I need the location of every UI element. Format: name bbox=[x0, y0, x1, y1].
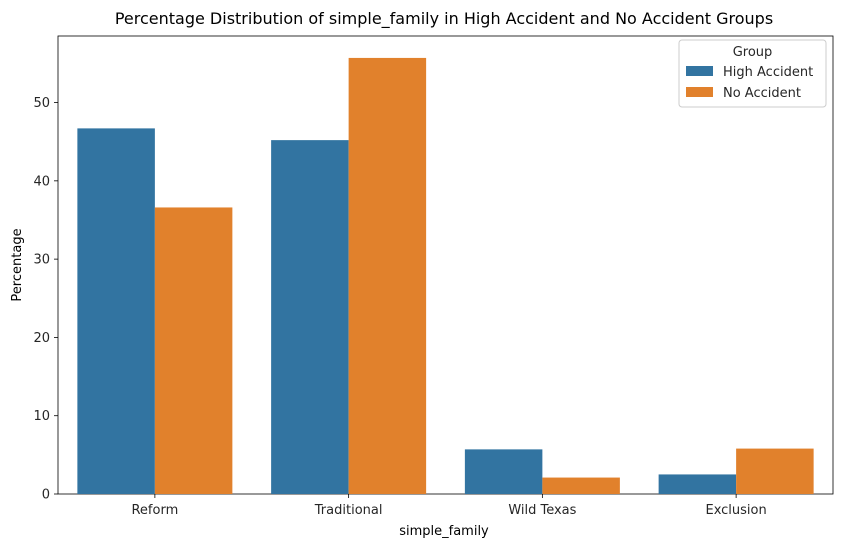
y-tick-label: 30 bbox=[33, 253, 50, 268]
y-axis-label: Percentage bbox=[10, 228, 25, 301]
bar bbox=[658, 474, 737, 494]
bars bbox=[77, 57, 814, 495]
bar bbox=[271, 140, 349, 494]
y-tick-label: 0 bbox=[42, 488, 50, 503]
x-tick-label: Traditional bbox=[314, 503, 383, 518]
y-tick-label: 10 bbox=[33, 409, 50, 424]
x-tick-label: Wild Texas bbox=[508, 503, 576, 518]
legend-swatch bbox=[686, 66, 713, 76]
plot-frame bbox=[57, 35, 834, 495]
y-tick-label: 20 bbox=[33, 331, 50, 346]
x-axis-label: simple_family bbox=[399, 524, 489, 539]
bar bbox=[736, 448, 814, 494]
y-axis: 0 10 20 30 40 50 bbox=[33, 96, 58, 503]
bar bbox=[154, 207, 233, 494]
x-tick-label: Reform bbox=[131, 503, 178, 518]
legend-title: Group bbox=[733, 45, 773, 60]
bar bbox=[348, 57, 427, 495]
chart-title: Percentage Distribution of simple_family… bbox=[115, 9, 773, 29]
bar bbox=[77, 128, 155, 494]
legend-swatch bbox=[686, 87, 713, 97]
plot-area bbox=[57, 35, 834, 495]
x-tick-label: Exclusion bbox=[705, 503, 766, 518]
legend: Group High Accident No Accident bbox=[678, 39, 827, 108]
legend-label: No Accident bbox=[723, 86, 801, 101]
y-tick-label: 50 bbox=[33, 96, 50, 111]
bar bbox=[542, 477, 620, 494]
bar bbox=[464, 449, 543, 494]
legend-label: High Accident bbox=[723, 65, 813, 80]
x-axis: Reform Traditional Wild Texas Exclusion bbox=[131, 494, 767, 518]
y-tick-label: 40 bbox=[33, 174, 50, 189]
legend-box bbox=[678, 39, 827, 108]
